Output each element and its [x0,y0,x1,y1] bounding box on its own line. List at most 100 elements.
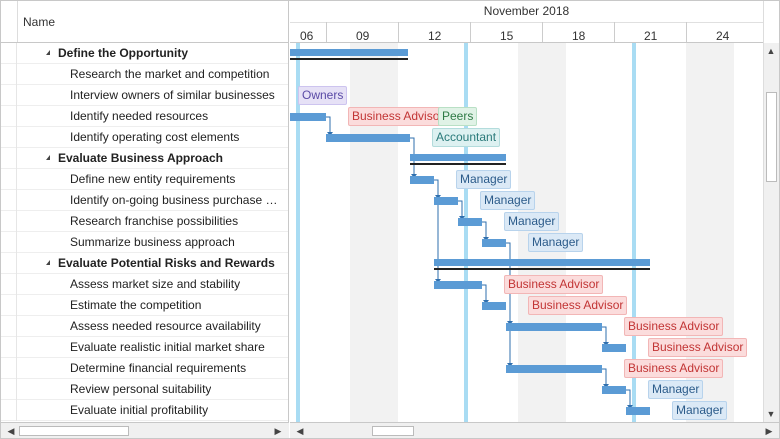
task-bar[interactable] [602,344,626,352]
task-row[interactable]: Summarize business approach [1,232,288,253]
collapse-triangle-icon[interactable] [46,50,50,55]
day-tick-label: 09 [356,29,370,43]
task-row[interactable]: Assess market size and stability [1,274,288,295]
grid-scroll-left-button[interactable]: ◀ [7,426,15,436]
timeline-horizontal-scrollbar[interactable]: ◀ ▶ [290,422,779,438]
collapse-triangle-icon[interactable] [46,260,50,265]
task-label: Assess market size and stability [70,277,241,291]
grid-horizontal-thumb[interactable] [19,426,129,436]
name-column-header[interactable]: Name [23,15,56,29]
task-bar[interactable] [434,281,482,289]
task-bar[interactable] [482,302,506,310]
task-label: Assess needed resource availability [70,319,261,333]
day-separator [686,22,687,42]
day-tick-label: 15 [500,29,514,43]
task-bar[interactable] [326,134,410,142]
row-indent [1,295,17,316]
summary-row[interactable]: Define the Opportunity [1,43,288,64]
task-label: Research franchise possibilities [70,214,239,228]
resource-label-peers: Peers [438,107,478,126]
task-row[interactable]: Review personal suitability [1,379,288,400]
resource-label-business-advisor: Business Advisor [624,359,724,378]
dependency-link [326,116,331,133]
row-indent [1,400,17,421]
day-separator [470,22,471,42]
row-indent [1,337,17,358]
row-indent [1,232,17,253]
task-label: Identify on-going business purchase o... [70,193,282,207]
task-row[interactable]: Estimate the competition [1,295,288,316]
vertical-scroll-thumb[interactable] [766,92,777,182]
today-marker-line [296,43,300,422]
scroll-down-button[interactable]: ▼ [766,409,776,419]
task-bar[interactable] [602,386,626,394]
row-indent [1,85,17,106]
resource-label-business-advisor: Business Advisor [528,296,628,315]
summary-label: Evaluate Potential Risks and Rewards [58,256,275,270]
summary-bracket [410,163,506,165]
task-row[interactable]: Research the market and competition [1,64,288,85]
task-row[interactable]: Determine financial requirements [1,358,288,379]
summary-bar[interactable] [434,259,650,270]
summary-row[interactable]: Evaluate Potential Risks and Rewards [1,253,288,274]
summary-row[interactable]: Evaluate Business Approach [1,148,288,169]
scroll-up-button[interactable]: ▲ [766,46,776,56]
task-label: Review personal suitability [70,382,212,396]
day-tick-label: 12 [428,29,442,43]
summary-bar[interactable] [290,49,408,60]
task-bar[interactable] [506,323,602,331]
dependency-link [506,326,511,364]
dependency-link [410,137,415,175]
grid-scroll-right-button[interactable]: ▶ [274,426,282,436]
resource-label-business-advisor: Business Advisor [504,275,604,294]
dependency-link [482,284,487,301]
row-indent [1,253,17,274]
task-row[interactable]: Evaluate initial profitability [1,400,288,421]
day-tick-label: 24 [716,29,730,43]
vertical-scrollbar[interactable]: ▲ ▼ [763,43,779,422]
dependency-link [434,179,439,280]
task-row[interactable]: Identify needed resources [1,106,288,127]
task-row[interactable]: Research franchise possibilities [1,211,288,232]
task-bar[interactable] [482,239,506,247]
today-marker-line [632,43,636,422]
today-marker-line [464,43,468,422]
day-separator [542,22,543,42]
grid-horizontal-scrollbar[interactable]: ◀ ▶ [1,422,289,438]
timeline-scroll-right-button[interactable]: ▶ [765,426,773,436]
row-indent [1,148,17,169]
row-indent [1,274,17,295]
weekend-shading [350,43,398,422]
task-bar[interactable] [410,176,434,184]
task-row[interactable]: Evaluate realistic initial market share [1,337,288,358]
task-label: Research the market and competition [70,67,270,81]
dependency-link [506,242,511,322]
row-indent [1,106,17,127]
row-indent [1,127,17,148]
task-bar[interactable] [290,113,326,121]
task-bar[interactable] [458,218,482,226]
task-label: Identify needed resources [70,109,209,123]
timeline-body[interactable]: Owners Business Advisor Peers Accountant Man… [290,43,763,422]
dependency-link [482,221,487,238]
task-label: Define new entity requirements [70,172,236,186]
summary-bar[interactable] [410,154,506,165]
resource-label-manager: Manager [456,170,512,189]
collapse-triangle-icon[interactable] [46,155,50,160]
dependency-link [602,326,607,343]
grid-header: Name [1,1,288,43]
dependency-link [434,179,439,196]
task-row[interactable]: Define new entity requirements [1,169,288,190]
task-bar[interactable] [506,365,602,373]
task-row[interactable]: Assess needed resource availability [1,316,288,337]
task-row[interactable]: Identify operating cost elements [1,127,288,148]
resource-label-owners: Owners [298,86,348,105]
task-bar[interactable] [434,197,458,205]
task-bar[interactable] [626,407,650,415]
row-indent [1,43,17,64]
summary-label: Define the Opportunity [58,46,188,60]
task-row[interactable]: Identify on-going business purchase o... [1,190,288,211]
timeline-horizontal-thumb[interactable] [372,426,414,436]
timeline-scroll-left-button[interactable]: ◀ [296,426,304,436]
task-row[interactable]: Interview owners of similar businesses [1,85,288,106]
